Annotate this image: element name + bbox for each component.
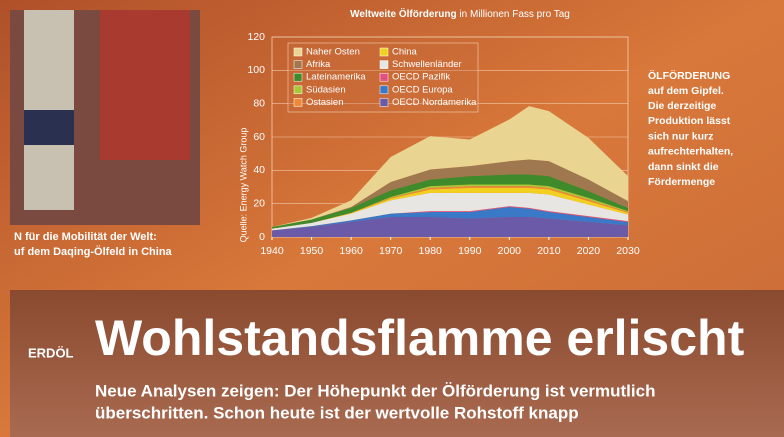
worker — [100, 10, 190, 160]
legend-swatch — [294, 86, 302, 94]
legend-label: Ostasien — [306, 97, 344, 108]
x-tick-label: 2010 — [537, 245, 561, 257]
page: N für die Mobilität der Welt: uf dem Daq… — [0, 0, 784, 437]
sidebar-line: auf dem Gipfel. — [648, 85, 724, 97]
sidebar-line: sich nur kurz — [648, 130, 713, 142]
y-tick-label: 0 — [259, 231, 265, 243]
y-tick-label: 20 — [253, 197, 265, 209]
legend-swatch — [294, 73, 302, 81]
legend-label: OECD Europa — [392, 84, 453, 95]
legend-label: Südasien — [306, 84, 346, 95]
caption-line: uf dem Daqing-Ölfeld in China — [14, 245, 173, 258]
legend-label: Naher Osten — [306, 47, 360, 58]
x-tick-label: 1960 — [339, 245, 363, 257]
legend-label: Lateinamerika — [306, 72, 366, 83]
y-tick-label: 40 — [253, 164, 265, 176]
x-tick-label: 1940 — [260, 245, 284, 257]
sidebar-line: dann sinkt die — [648, 161, 719, 173]
legend-label: China — [392, 47, 418, 58]
legend-swatch — [294, 48, 302, 56]
pipe-band — [24, 110, 74, 145]
chart-title: Weltweite Ölförderung — [350, 7, 457, 20]
legend-swatch — [380, 86, 388, 94]
y-tick-label: 120 — [247, 31, 265, 43]
legend-label: OECD Nordamerika — [392, 97, 477, 108]
sidebar-line: Produktion lässt — [648, 115, 731, 127]
legend-swatch — [380, 98, 388, 106]
legend-swatch — [380, 61, 388, 69]
legend-swatch — [380, 73, 388, 81]
x-tick-label: 1990 — [458, 245, 482, 257]
legend-swatch — [380, 48, 388, 56]
x-tick-label: 1950 — [300, 245, 324, 257]
source: Quelle: Energy Watch Group — [238, 128, 248, 243]
deck-line: überschritten. Schon heute ist der wertv… — [95, 403, 579, 422]
chart-title-group: Weltweite Ölförderung in Millionen Fass … — [350, 7, 570, 20]
deck-line: Neue Analysen zeigen: Der Höhepunkt der … — [95, 381, 655, 400]
x-tick-label: 1980 — [419, 245, 443, 257]
legend-label: Afrika — [306, 59, 331, 70]
sidebar-line: Fördermenge — [648, 176, 715, 188]
x-tick-label: 1970 — [379, 245, 403, 257]
x-tick-label: 2030 — [616, 245, 640, 257]
headline: Wohlstandsflamme erlischt — [95, 310, 745, 366]
y-tick-label: 100 — [247, 64, 265, 76]
x-tick-label: 2000 — [498, 245, 522, 257]
legend-label: Schwellenländer — [392, 59, 462, 70]
chart-subtitle: in Millionen Fass pro Tag — [459, 9, 569, 20]
kicker: ERDÖL — [28, 345, 74, 360]
x-tick-label: 2020 — [577, 245, 601, 257]
legend-swatch — [294, 61, 302, 69]
y-tick-label: 80 — [253, 97, 265, 109]
sidebar-line: Die derzeitige — [648, 100, 716, 112]
sidebar-line: aufrechterhalten, — [648, 146, 733, 158]
caption-line: N für die Mobilität der Welt: — [14, 231, 157, 243]
sidebar-heading: ÖLFÖRDERUNG — [648, 69, 730, 82]
legend-swatch — [294, 98, 302, 106]
y-tick-label: 60 — [253, 131, 265, 143]
legend-label: OECD Pazifik — [392, 72, 450, 83]
